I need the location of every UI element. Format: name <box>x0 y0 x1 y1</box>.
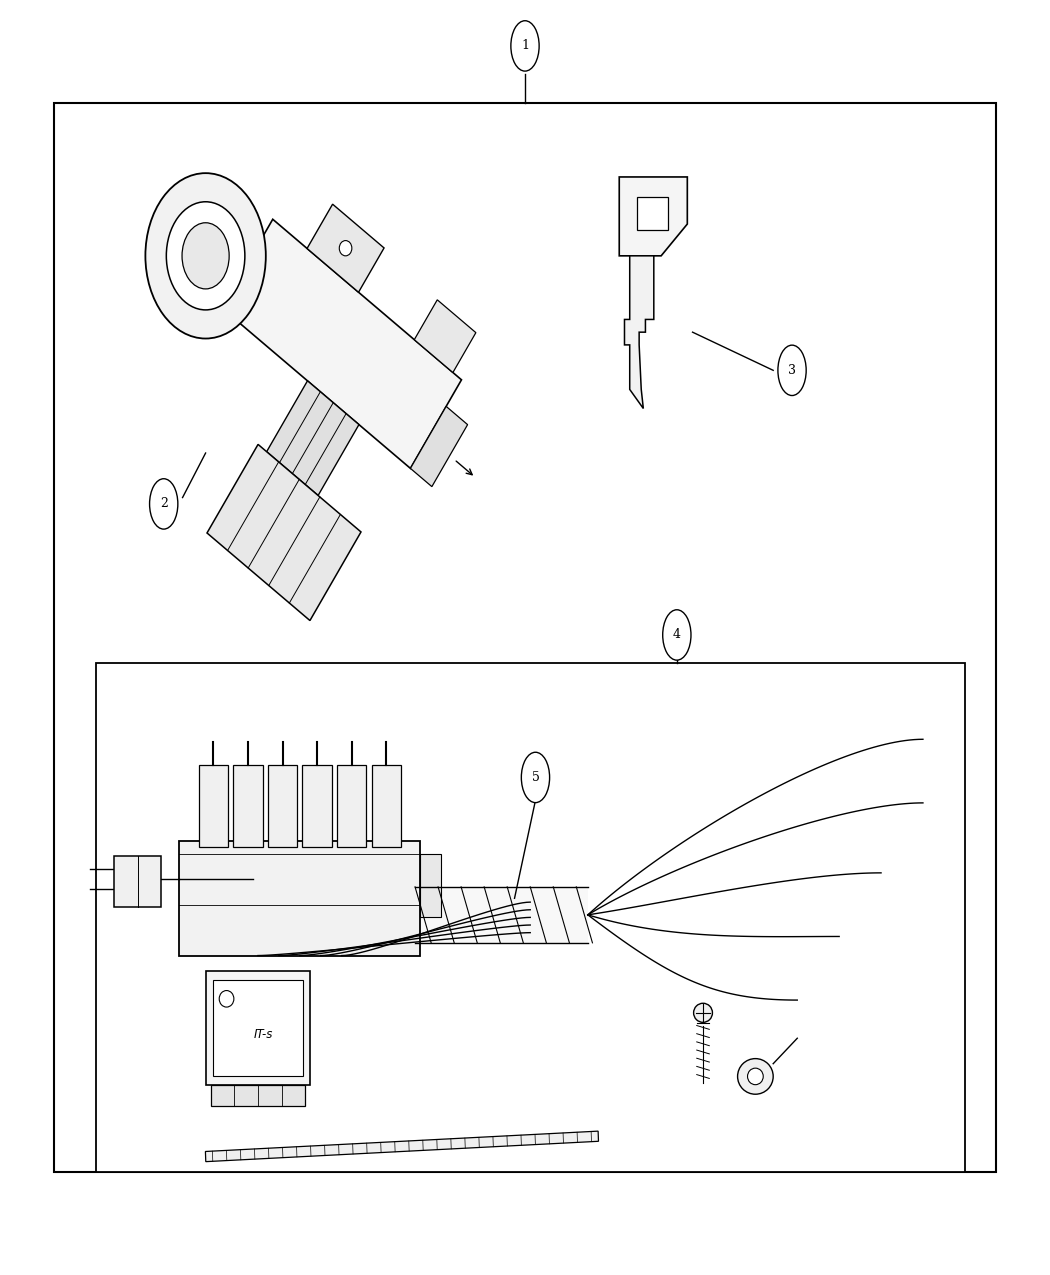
Bar <box>198 765 228 848</box>
Bar <box>420 854 441 918</box>
Ellipse shape <box>145 173 266 339</box>
Bar <box>180 842 420 955</box>
Polygon shape <box>307 204 384 292</box>
Ellipse shape <box>339 241 352 256</box>
Bar <box>415 887 588 942</box>
Text: 3: 3 <box>789 363 796 377</box>
Polygon shape <box>620 177 688 256</box>
Polygon shape <box>625 256 654 408</box>
Polygon shape <box>222 219 462 468</box>
Ellipse shape <box>737 1058 773 1094</box>
Polygon shape <box>411 407 467 487</box>
Text: 4: 4 <box>673 629 680 641</box>
Ellipse shape <box>166 201 245 310</box>
Bar <box>211 1085 306 1105</box>
Ellipse shape <box>748 1068 763 1085</box>
Bar <box>268 765 297 848</box>
Bar <box>372 765 401 848</box>
Bar <box>637 198 669 231</box>
Ellipse shape <box>182 223 229 289</box>
Ellipse shape <box>511 20 539 71</box>
Bar <box>213 979 303 1076</box>
Bar <box>96 663 965 1172</box>
Polygon shape <box>267 381 359 496</box>
Bar <box>206 970 311 1085</box>
Bar <box>337 765 366 848</box>
Ellipse shape <box>219 991 234 1007</box>
Polygon shape <box>206 1131 598 1162</box>
Bar <box>302 765 332 848</box>
Ellipse shape <box>663 609 691 660</box>
Text: 1: 1 <box>521 40 529 52</box>
Ellipse shape <box>778 346 806 395</box>
Ellipse shape <box>522 752 549 803</box>
Text: 5: 5 <box>531 771 540 784</box>
Ellipse shape <box>694 1003 713 1023</box>
Polygon shape <box>207 445 361 621</box>
Polygon shape <box>415 300 476 372</box>
Bar <box>233 765 262 848</box>
Ellipse shape <box>149 478 177 529</box>
Bar <box>54 103 996 1172</box>
Text: IT-s: IT-s <box>253 1028 273 1040</box>
Bar <box>114 857 161 908</box>
Text: 2: 2 <box>160 497 168 510</box>
